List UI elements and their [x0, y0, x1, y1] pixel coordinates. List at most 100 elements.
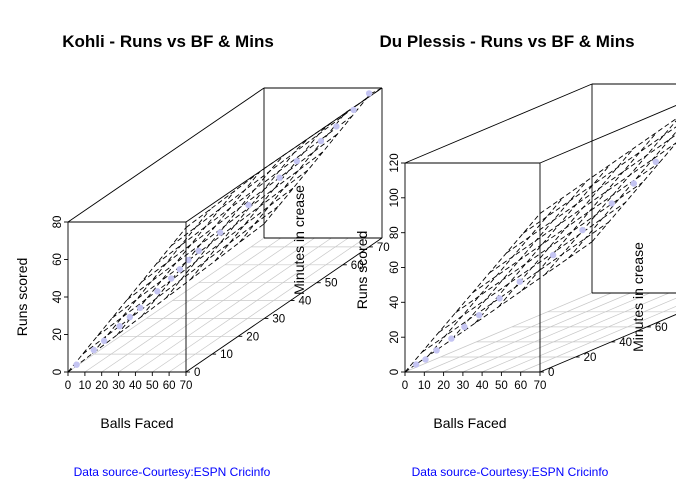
kohli-grid-x-30 [118, 237, 315, 373]
kohli-x-tick-label-2: 20 [95, 380, 108, 392]
kohli-regression-plane [67, 87, 383, 373]
kohli-y-tick-label-0: 0 [194, 367, 200, 379]
duplessis-z-tick-label-0: 0 [389, 369, 401, 375]
kohli-floor-grid [67, 237, 383, 373]
kohli-data-point-9 [185, 256, 192, 264]
kohli-data-point-15 [317, 137, 325, 145]
duplessis-x-tick-label-1: 10 [418, 380, 431, 392]
kohli-x-tick-label-0: 0 [65, 380, 71, 392]
kohli-plane-line-bf-2 [97, 187, 294, 337]
kohli-y-tick-label-7: 70 [377, 242, 390, 254]
kohli-front-frame [67, 222, 383, 373]
kohli-grid-x-20 [101, 237, 298, 373]
kohli-y-tick-label-1: 10 [220, 349, 233, 361]
duplessis-x-tick-label-5: 50 [495, 380, 508, 392]
kohli-data-point-3 [116, 323, 123, 330]
duplessis-grid-x-10 [424, 292, 612, 373]
kohli-data-point-7 [168, 275, 175, 282]
kohli-plane-line-bf-1 [82, 205, 280, 355]
duplessis-y-axis-label: Minutes in crease [630, 242, 646, 352]
kohli-data-point-18 [365, 90, 373, 97]
duplessis-grid-x-20 [443, 292, 631, 373]
duplessis-grid-x-60 [520, 306, 676, 373]
kohli-data-points [73, 90, 373, 368]
kohli-x-tick-label-7: 70 [180, 380, 193, 392]
duplessis-box-edge-back-3 [539, 105, 676, 164]
kohli-x-tick-label-5: 50 [146, 380, 159, 392]
duplessis-back-frame [404, 83, 676, 294]
duplessis-plane-line-bf-6 [506, 134, 676, 254]
kohli-z-axis-label: Runs scored [14, 258, 30, 337]
duplessis-z-tick-label-4: 80 [389, 226, 401, 239]
kohli-data-point-5 [137, 304, 144, 311]
kohli-data-point-11 [217, 229, 224, 236]
duplessis-z-tick-label-3: 60 [389, 261, 401, 274]
kohli-y-tick-label-2: 20 [246, 331, 259, 343]
kohli-plane-line-mins-5 [190, 137, 309, 280]
kohli-panel: Kohli - Runs vs BF & Mins 0 10 20 30 40 50 60 7… [14, 32, 390, 479]
duplessis-data-point-1 [422, 356, 429, 363]
duplessis-x-tick-label-3: 30 [457, 380, 470, 392]
kohli-chart-title: Kohli - Runs vs BF & Mins [62, 32, 274, 51]
duplessis-data-points [412, 158, 659, 368]
kohli-plane-line-bf-3 [112, 169, 309, 319]
duplessis-grid-x-30 [462, 292, 651, 373]
kohli-grid-x-10 [84, 237, 282, 373]
duplessis-x-tick-label-6: 60 [514, 380, 527, 392]
kohli-data-point-10 [195, 247, 202, 255]
duplessis-y-tick-label-2: 40 [619, 337, 632, 349]
duplessis-plane-line-mins-2 [451, 180, 588, 340]
kohli-x-tick-label-3: 30 [112, 380, 125, 392]
kohli-plane-line-mins-3 [141, 171, 260, 317]
duplessis-y-tick-label-0: 0 [548, 367, 554, 379]
duplessis-data-point-9 [579, 226, 586, 234]
duplessis-plane-line-mins-6 [544, 120, 676, 275]
duplessis-plane-line-mins-0 [404, 213, 541, 373]
duplessis-data-point-10 [608, 200, 615, 207]
kohli-grid-x-0 [67, 237, 265, 373]
duplessis-data-point-11 [630, 180, 637, 187]
duplessis-panel: Du Plessis - Runs vs BF & Mins 0 10 20 30 40… [354, 32, 676, 479]
duplessis-z-tick-label-1: 20 [389, 331, 401, 344]
kohli-plane-line-mins-0 [67, 227, 187, 373]
duplessis-data-point-2 [433, 347, 440, 354]
duplessis-data-point-7 [516, 278, 523, 285]
duplessis-grid-x-40 [481, 292, 670, 373]
kohli-grid-x-40 [135, 237, 332, 373]
duplessis-source-note: Data source-Courtesy:ESPN Cricinfo [412, 465, 609, 479]
kohli-data-point-17 [350, 106, 357, 114]
duplessis-z-axis-label: Runs scored [354, 231, 370, 310]
kohli-x-tick-label-1: 10 [79, 380, 92, 392]
duplessis-data-point-0 [412, 361, 420, 368]
kohli-data-point-2 [100, 337, 108, 344]
duplessis-data-point-5 [476, 312, 483, 319]
duplessis-data-point-3 [448, 335, 455, 342]
kohli-back-frame [67, 87, 383, 239]
duplessis-plane-line-mins-1 [428, 196, 564, 356]
duplessis-plane-line-mins-3 [474, 164, 611, 324]
kohli-grid-x-50 [152, 237, 349, 373]
kohli-grid-x-60 [168, 237, 366, 373]
duplessis-data-point-6 [496, 295, 503, 302]
kohli-data-point-0 [73, 361, 80, 368]
kohli-y-tick-label-4: 40 [299, 296, 312, 308]
kohli-plane-line-mins-6 [214, 121, 334, 262]
kohli-y-tick-label-3: 30 [272, 313, 285, 325]
kohli-plane-line-bf-4 [126, 151, 324, 301]
duplessis-plane-line-bf-7 [522, 126, 676, 234]
kohli-y-axis-label: Minutes in crease [291, 185, 307, 295]
kohli-z-tick-label-1: 20 [52, 328, 64, 341]
duplessis-plane-line-bf-3 [455, 182, 643, 313]
kohli-z-tick-label-4: 80 [52, 216, 64, 229]
kohli-z-tick-label-0: 0 [52, 369, 64, 375]
kohli-plane-line-mins-2 [116, 190, 236, 336]
kohli-x-axis-label: Balls Faced [100, 415, 173, 431]
kohli-data-point-12 [245, 201, 252, 209]
kohli-data-point-6 [154, 288, 161, 295]
duplessis-x-tick-label-0: 0 [402, 380, 408, 392]
kohli-y-tick-label-5: 50 [325, 278, 338, 290]
duplessis-box-edge-front-1 [539, 314, 676, 373]
duplessis-x-axis-label: Balls Faced [433, 415, 506, 431]
